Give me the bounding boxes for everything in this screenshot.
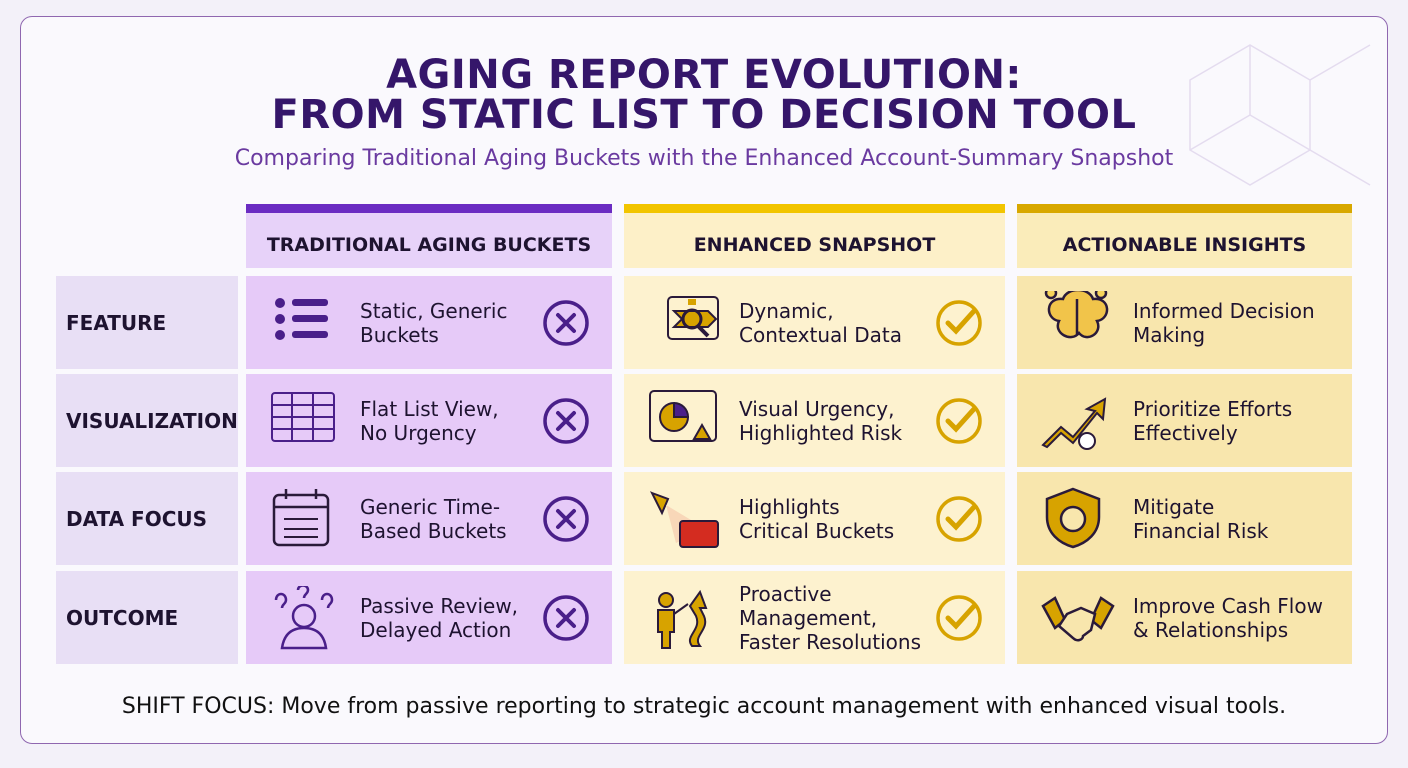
column-header: ENHANCED SNAPSHOT	[624, 204, 1005, 268]
cell-line: & Relationships	[1133, 617, 1289, 642]
status-icon	[935, 299, 983, 347]
status-icon-svg	[936, 397, 982, 444]
cell-line: Informed Decision	[1133, 298, 1315, 323]
icon	[646, 586, 726, 652]
cell-line: Visual Urgency,	[739, 396, 895, 421]
cell-text: Mitigate Financial Risk	[1133, 472, 1268, 565]
status-icon-svg	[936, 594, 982, 641]
cell-line: Based Buckets	[360, 518, 507, 543]
icon-svg	[272, 489, 330, 547]
cell-line: Passive Review,	[360, 593, 519, 618]
icon	[268, 291, 348, 357]
icon	[646, 389, 726, 455]
cell-text: Highlights Critical Buckets	[739, 472, 894, 565]
cell-text: Dynamic, Contextual Data	[739, 276, 902, 369]
status-icon	[542, 299, 590, 347]
cell-line: Generic Time-	[360, 494, 501, 519]
cell-text: Flat List View, No Urgency	[360, 374, 499, 467]
cell-line: Management,	[739, 605, 878, 630]
icon	[1039, 389, 1119, 455]
icon-svg	[649, 390, 717, 442]
status-icon	[935, 594, 983, 642]
status-icon	[542, 594, 590, 642]
icon	[1039, 286, 1119, 357]
icon-svg	[667, 296, 719, 340]
cell	[246, 276, 612, 369]
icon-svg	[649, 491, 719, 548]
title-line: AGING REPORT EVOLUTION:	[386, 52, 1022, 98]
title-line: FROM STATIC LIST TO DECISION TOOL	[271, 92, 1137, 138]
cell-text: Improve Cash Flow & Relationships	[1133, 571, 1323, 664]
cell-line: Proactive	[739, 581, 832, 606]
icon	[646, 487, 726, 553]
status-icon-svg	[543, 495, 589, 542]
cell-line: Delayed Action	[360, 617, 512, 642]
icon-svg	[274, 584, 334, 650]
cell-line: Making	[1133, 322, 1206, 347]
cell-line: Mitigate	[1133, 494, 1215, 519]
cell-line: No Urgency	[360, 420, 477, 445]
cell-line: Prioritize Efforts	[1133, 396, 1293, 421]
cell-text: Visual Urgency, Highlighted Risk	[739, 374, 902, 467]
cell-line: Highlighted Risk	[739, 420, 903, 445]
subtitle: Comparing Traditional Aging Buckets with…	[234, 146, 1174, 171]
icon-svg	[657, 589, 708, 649]
cell-text: Proactive Management, Faster Resolutions	[739, 571, 921, 664]
icon	[646, 291, 726, 357]
icon-svg	[1045, 487, 1101, 549]
cell-text: Prioritize Efforts Effectively	[1133, 374, 1292, 467]
decor	[1189, 44, 1371, 186]
cell-line: Improve Cash Flow	[1133, 593, 1323, 618]
cell-line: Financial Risk	[1133, 518, 1269, 543]
row-label: OUTCOME	[56, 571, 238, 664]
icon-svg	[1044, 286, 1109, 339]
cell-line: Faster Resolutions	[739, 629, 921, 654]
cell-text: Passive Review, Delayed Action	[360, 571, 518, 664]
status-icon-svg	[936, 495, 982, 542]
status-icon-svg	[543, 594, 589, 641]
cell-text: Static, Generic Buckets	[360, 276, 507, 369]
cell	[1017, 374, 1352, 467]
column-header: TRADITIONAL AGING BUCKETS	[246, 204, 612, 268]
icon	[268, 584, 348, 652]
icon	[268, 389, 348, 455]
status-icon	[542, 397, 590, 445]
icon-svg	[275, 298, 328, 340]
status-icon-svg	[543, 397, 589, 444]
icon	[1039, 586, 1119, 652]
icon-svg	[1041, 397, 1107, 450]
cell-line: Flat List View,	[360, 396, 499, 421]
cell-line: Buckets	[360, 322, 439, 347]
icon-svg	[1041, 596, 1115, 642]
cell-line: Static, Generic	[360, 298, 508, 323]
row-label: DATA FOCUS	[56, 472, 238, 565]
cell	[246, 374, 612, 467]
column-header: ACTIONABLE INSIGHTS	[1017, 204, 1352, 268]
row-label: FEATURE	[56, 276, 238, 369]
status-icon-svg	[936, 299, 982, 346]
cell-line: Effectively	[1133, 420, 1238, 445]
icon	[1039, 487, 1119, 553]
status-icon	[935, 495, 983, 543]
cell-text: Informed Decision Making	[1133, 276, 1315, 369]
cell-line: Dynamic,	[739, 298, 834, 323]
cell-line: Contextual Data	[739, 322, 902, 347]
status-icon	[542, 495, 590, 543]
status-icon-svg	[543, 299, 589, 346]
footer: SHIFT FOCUS: Move from passive reporting…	[121, 694, 1287, 719]
icon-svg	[271, 392, 335, 442]
cell	[624, 571, 1005, 664]
cell-line: Critical Buckets	[739, 518, 895, 543]
icon	[268, 487, 348, 553]
cell-line: Highlights	[739, 494, 840, 519]
row-label: VISUALIZATION	[56, 374, 238, 467]
status-icon	[935, 397, 983, 445]
cell-text: Generic Time- Based Buckets	[360, 472, 507, 565]
